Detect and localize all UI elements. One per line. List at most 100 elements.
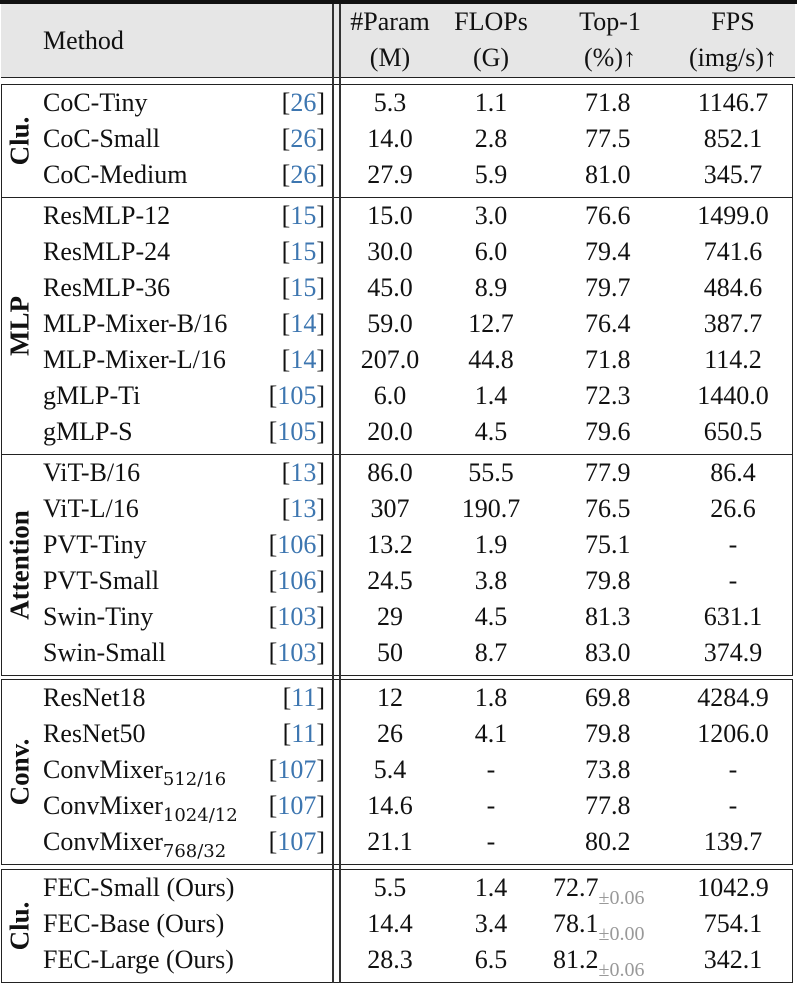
flops-value: 1.4 <box>474 873 508 902</box>
citation-link[interactable]: 14 <box>290 345 317 374</box>
group-box <box>1 679 793 865</box>
group-label: Attention <box>4 510 35 620</box>
method-name: FEC-Base (Ours) <box>43 909 225 938</box>
flops-value: 6.5 <box>474 945 508 974</box>
header-fps-unit: (img/s)↑ <box>688 43 778 72</box>
top-rule <box>0 0 797 4</box>
citation-link[interactable]: 15 <box>290 201 317 230</box>
flops-value: - <box>486 827 496 856</box>
citation-link[interactable]: 13 <box>290 494 317 523</box>
header-method: Method <box>43 26 124 55</box>
citation-link[interactable]: 26 <box>290 88 317 117</box>
flops-value: 1.8 <box>474 683 508 712</box>
top1-value: 79.4 <box>585 237 631 266</box>
citation-link[interactable]: 26 <box>290 124 317 153</box>
citation: [26] <box>281 160 325 189</box>
top1-value: 79.8 <box>585 566 631 595</box>
citation-link[interactable]: 106 <box>277 530 317 559</box>
citation: [107] <box>268 827 325 856</box>
top1-value: 76.5 <box>585 494 631 523</box>
citation-link[interactable]: 107 <box>277 827 317 856</box>
top1-value: 76.6 <box>585 201 631 230</box>
fps-value: 741.6 <box>703 237 763 266</box>
citation: [15] <box>281 273 325 302</box>
flops-value: 4.5 <box>474 602 508 631</box>
method-name: gMLP-Ti <box>43 381 141 410</box>
top1-value: 83.0 <box>585 638 631 667</box>
method-name: MLP-Mixer-B/16 <box>43 309 228 338</box>
citation: [105] <box>268 417 325 446</box>
param-value: 59.0 <box>367 309 413 338</box>
method-name: ViT-B/16 <box>43 458 141 487</box>
citation: [14] <box>281 345 325 374</box>
param-value: 50 <box>377 638 403 667</box>
citation: [15] <box>281 237 325 266</box>
group-box <box>1 454 793 676</box>
top1-value: 81.3 <box>585 602 631 631</box>
citation-link[interactable]: 15 <box>290 237 317 266</box>
citation: [103] <box>268 602 325 631</box>
param-value: 45.0 <box>367 273 413 302</box>
top1-value: 71.8 <box>585 88 631 117</box>
top1-value: 77.5 <box>585 124 631 153</box>
fps-value: - <box>728 530 738 559</box>
citation-link[interactable]: 103 <box>277 638 317 667</box>
group-label: Conv. <box>4 738 35 806</box>
citation-link[interactable]: 26 <box>290 160 317 189</box>
citation: [11] <box>282 683 325 712</box>
fps-value: - <box>728 755 738 784</box>
method-subscript: 768/32 <box>162 841 227 862</box>
method-name: ConvMixer1024/12 <box>43 791 238 826</box>
top1-value: 81.0 <box>585 160 631 189</box>
citation: [13] <box>281 458 325 487</box>
fps-value: 484.6 <box>703 273 763 302</box>
method-name: PVT-Small <box>43 566 160 595</box>
param-value: 6.0 <box>373 381 407 410</box>
param-value: 28.3 <box>367 945 413 974</box>
top1-value: 79.8 <box>585 719 631 748</box>
param-value: 24.5 <box>367 566 413 595</box>
param-value: 13.2 <box>367 530 413 559</box>
citation-link[interactable]: 106 <box>277 566 317 595</box>
param-value: 207.0 <box>360 345 420 374</box>
citation-link[interactable]: 15 <box>290 273 317 302</box>
method-subscript: 1024/12 <box>162 805 238 826</box>
fps-value: 631.1 <box>703 602 763 631</box>
header-param-unit: (M) <box>369 43 411 72</box>
fps-value: 1499.0 <box>697 201 769 230</box>
flops-value: 12.7 <box>468 309 514 338</box>
param-value: 14.0 <box>367 124 413 153</box>
top1-value: 77.8 <box>585 791 631 820</box>
top1-value: 71.8 <box>585 345 631 374</box>
citation-link[interactable]: 105 <box>277 381 317 410</box>
flops-value: 4.1 <box>474 719 508 748</box>
fps-value: 1146.7 <box>697 88 769 117</box>
citation: [103] <box>268 638 325 667</box>
method-name: ResMLP-12 <box>43 201 171 230</box>
flops-value: 55.5 <box>468 458 514 487</box>
citation-link[interactable]: 14 <box>290 309 317 338</box>
method-name: CoC-Medium <box>43 160 188 189</box>
method-name: ResNet50 <box>43 719 146 748</box>
fps-value: 139.7 <box>703 827 763 856</box>
method-subscript: 512/16 <box>162 769 227 790</box>
citation-link[interactable]: 107 <box>277 755 317 784</box>
fps-value: 4284.9 <box>697 683 769 712</box>
method-name: FEC-Large (Ours) <box>43 945 234 974</box>
citation-link[interactable]: 103 <box>277 602 317 631</box>
param-value: 15.0 <box>367 201 413 230</box>
param-value: 5.5 <box>373 873 407 902</box>
header-flops-unit: (G) <box>472 43 510 72</box>
citation-link[interactable]: 11 <box>291 719 317 748</box>
citation-link[interactable]: 13 <box>290 458 317 487</box>
top1-value: 77.9 <box>585 458 631 487</box>
param-value: 5.3 <box>373 88 407 117</box>
method-name: ConvMixer768/32 <box>43 827 227 862</box>
method-name: CoC-Tiny <box>43 88 148 117</box>
top1-value: 69.8 <box>585 683 631 712</box>
citation-link[interactable]: 105 <box>277 417 317 446</box>
citation-link[interactable]: 11 <box>291 683 317 712</box>
citation-link[interactable]: 107 <box>277 791 317 820</box>
flops-value: 1.1 <box>474 88 508 117</box>
flops-value: 3.8 <box>474 566 508 595</box>
